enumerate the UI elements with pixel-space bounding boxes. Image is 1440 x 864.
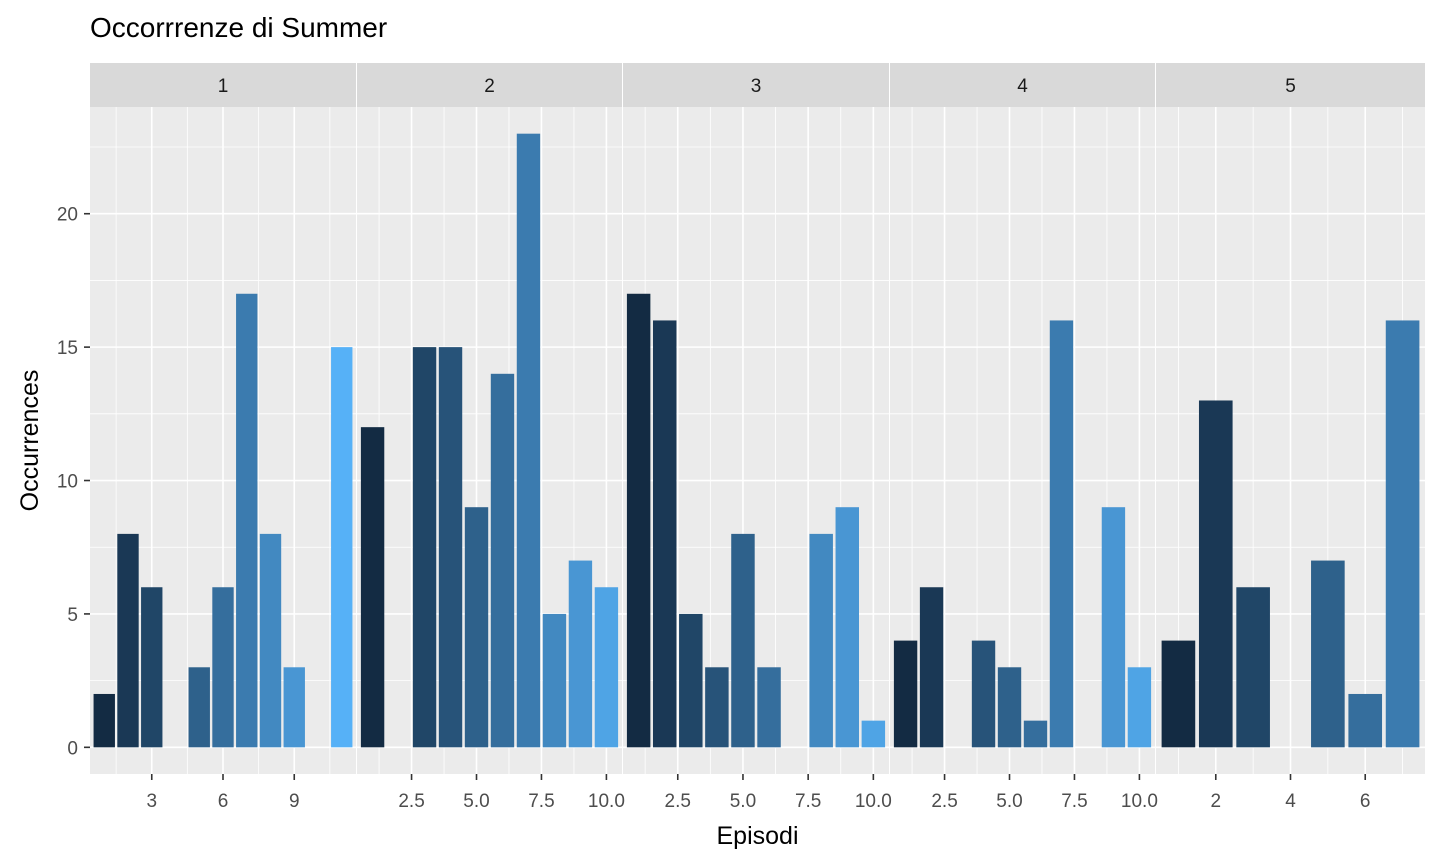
bar [188, 667, 210, 748]
x-tick-label: 7.5 [1061, 791, 1087, 812]
x-tick-label: 6 [218, 791, 229, 812]
facet-strip-label: 4 [1017, 76, 1028, 97]
y-tick-label: 10 [57, 472, 78, 493]
bar [1161, 640, 1196, 748]
bar [542, 613, 567, 748]
x-tick-label: 6 [1360, 791, 1371, 812]
y-tick-label: 15 [57, 338, 78, 359]
x-tick-label: 5.0 [730, 791, 756, 812]
bar [594, 587, 619, 748]
facet-strip-label: 5 [1285, 76, 1296, 97]
bar [283, 667, 305, 748]
x-tick-label: 10.0 [855, 791, 892, 812]
bar [360, 427, 385, 748]
bar [919, 587, 944, 748]
bar [835, 507, 860, 748]
bar [1101, 507, 1126, 748]
y-axis-label: Occurrences [16, 370, 44, 512]
bar [1023, 720, 1048, 748]
y-tick-label: 20 [57, 205, 78, 226]
bar [757, 667, 781, 748]
bar [652, 320, 677, 748]
x-tick-label: 7.5 [528, 791, 554, 812]
bar [568, 560, 593, 748]
x-tick-label: 2.5 [665, 791, 691, 812]
bar [117, 533, 139, 748]
x-tick-label: 3 [146, 791, 157, 812]
bar [259, 533, 282, 748]
bar [141, 587, 163, 748]
bar [971, 640, 996, 748]
bar [997, 667, 1022, 748]
x-tick-label: 7.5 [795, 791, 821, 812]
bar [464, 507, 489, 748]
chart-title: Occorrrenze di Summer [90, 12, 388, 43]
x-tick-label: 10.0 [588, 791, 625, 812]
bar [438, 347, 463, 748]
facet-strip [623, 63, 889, 107]
bar [1236, 587, 1270, 748]
bar [490, 373, 515, 748]
facet-strip [90, 63, 356, 107]
bar [1049, 320, 1074, 748]
facet-strip [357, 63, 622, 107]
bar [626, 293, 651, 748]
bar [809, 533, 833, 748]
x-tick-label: 10.0 [1121, 791, 1158, 812]
x-tick-label: 2 [1210, 791, 1221, 812]
bar [1385, 320, 1420, 748]
x-tick-label: 4 [1285, 791, 1296, 812]
facet-strip [890, 63, 1155, 107]
x-tick-label: 5.0 [463, 791, 489, 812]
facet-strip-label: 2 [484, 76, 495, 97]
y-tick-label: 0 [67, 738, 78, 759]
x-tick-label: 9 [289, 791, 300, 812]
bar [731, 533, 755, 748]
y-tick-label: 5 [67, 605, 78, 626]
bar [516, 133, 541, 748]
bar [893, 640, 918, 748]
bar [1198, 400, 1233, 748]
bar [236, 293, 258, 748]
x-tick-label: 2.5 [931, 791, 957, 812]
bar [331, 347, 353, 748]
bar [705, 667, 729, 748]
bar [212, 587, 234, 748]
bar [412, 347, 437, 748]
bar [679, 613, 703, 748]
facet-strip-label: 3 [751, 76, 762, 97]
bar [1127, 667, 1152, 748]
bar [1348, 693, 1383, 748]
bar [1311, 560, 1345, 748]
x-tick-label: 5.0 [996, 791, 1022, 812]
facet-strip-label: 1 [218, 76, 229, 97]
bar [93, 693, 115, 748]
x-axis-label: Episodi [717, 822, 799, 850]
bar [861, 720, 886, 748]
facet-strip [1156, 63, 1425, 107]
x-tick-label: 2.5 [398, 791, 424, 812]
